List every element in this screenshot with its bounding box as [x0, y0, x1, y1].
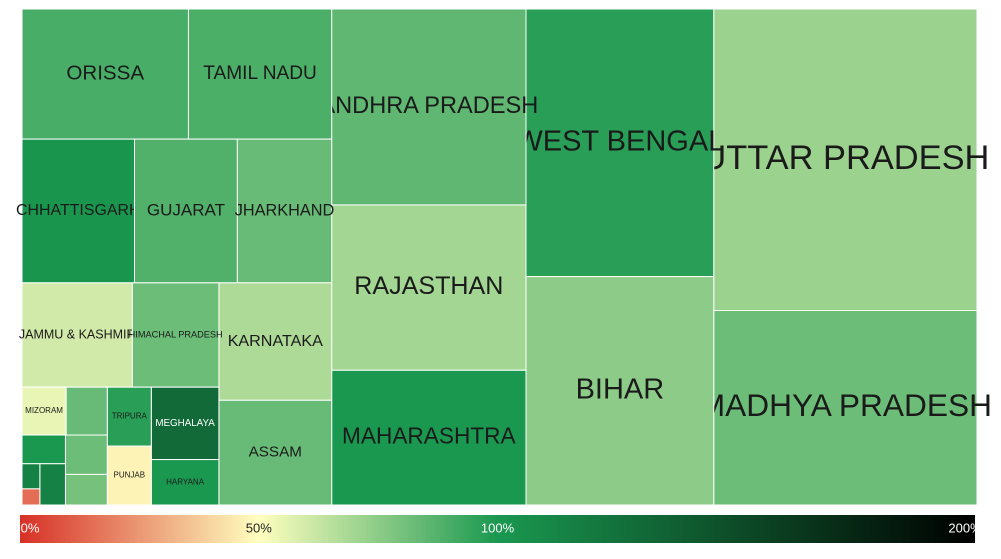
cell-label: MIZORAM: [25, 406, 63, 415]
cell-label: TRIPURA: [112, 412, 148, 421]
cell-label: JAMMU & KASHMIR: [19, 327, 136, 341]
cell-label: HARYANA: [166, 477, 205, 486]
cell-label: TAMIL NADU: [203, 63, 317, 84]
cell-label: GUJARAT: [147, 200, 225, 219]
cell-label: CHHATTISGARH: [16, 202, 140, 219]
treemap-cell: [21, 386, 67, 436]
color-scale-bar: [20, 515, 975, 543]
treemap-cell: [64, 473, 108, 506]
cell-label: UTTAR PRADESH: [701, 139, 989, 177]
treemap-cell: [331, 8, 527, 206]
treemap-cell: [236, 138, 333, 284]
treemap-cell: [21, 488, 41, 506]
cell-label: JHARKHAND: [235, 201, 335, 219]
cell-label: MEGHALAYA: [155, 418, 215, 429]
treemap-cell: [64, 434, 108, 475]
cell-label: KARNATAKA: [228, 332, 323, 350]
cell-label: ORISSA: [66, 61, 144, 84]
cell-label: ANDHRA PRADESH: [319, 92, 538, 118]
treemap-cell: [21, 138, 136, 284]
cell-label: PUNJAB: [113, 471, 145, 480]
treemap-cell: [106, 445, 152, 506]
color-scale-tick-label: 200%: [948, 520, 982, 535]
cell-label: ASSAM: [249, 444, 302, 461]
treemap-cell: [21, 8, 189, 140]
cell-label: WEST BENGAL: [515, 125, 724, 157]
treemap-cell: [331, 204, 527, 371]
color-scale-tick-label: 50%: [246, 520, 272, 535]
treemap-cell: [106, 386, 152, 447]
cell-label: HIMACHAL PRADESH: [129, 329, 223, 339]
cell-label: RAJASTHAN: [354, 272, 503, 300]
treemap-cell: [21, 282, 133, 388]
color-scale-tick-label: 100%: [481, 520, 515, 535]
treemap-cell: [218, 399, 333, 506]
treemap-cell: [21, 434, 66, 465]
treemap-cell: [65, 386, 108, 436]
treemap-cell: [21, 463, 41, 490]
treemap-cell: [713, 8, 978, 312]
cell-label: MADHYA PRADESH: [699, 387, 992, 423]
cell-label: MAHARASHTRA: [342, 423, 516, 449]
treemap-cell: [525, 276, 715, 506]
treemap-cell: [218, 282, 333, 401]
treemap: UTTAR PRADESH MADHYA PRADESH WEST BENGAL BI…: [16, 8, 992, 506]
color-scale-tick-label: 0%: [21, 520, 40, 535]
treemap-cell: [331, 369, 527, 506]
treemap-cell: [525, 8, 715, 278]
treemap-cell: [713, 310, 978, 506]
color-scale: 0% 50% 100% 200%: [20, 515, 982, 543]
treemap-cell: [131, 282, 220, 388]
treemap-cell: [39, 463, 66, 506]
cell-label: BIHAR: [576, 373, 665, 405]
